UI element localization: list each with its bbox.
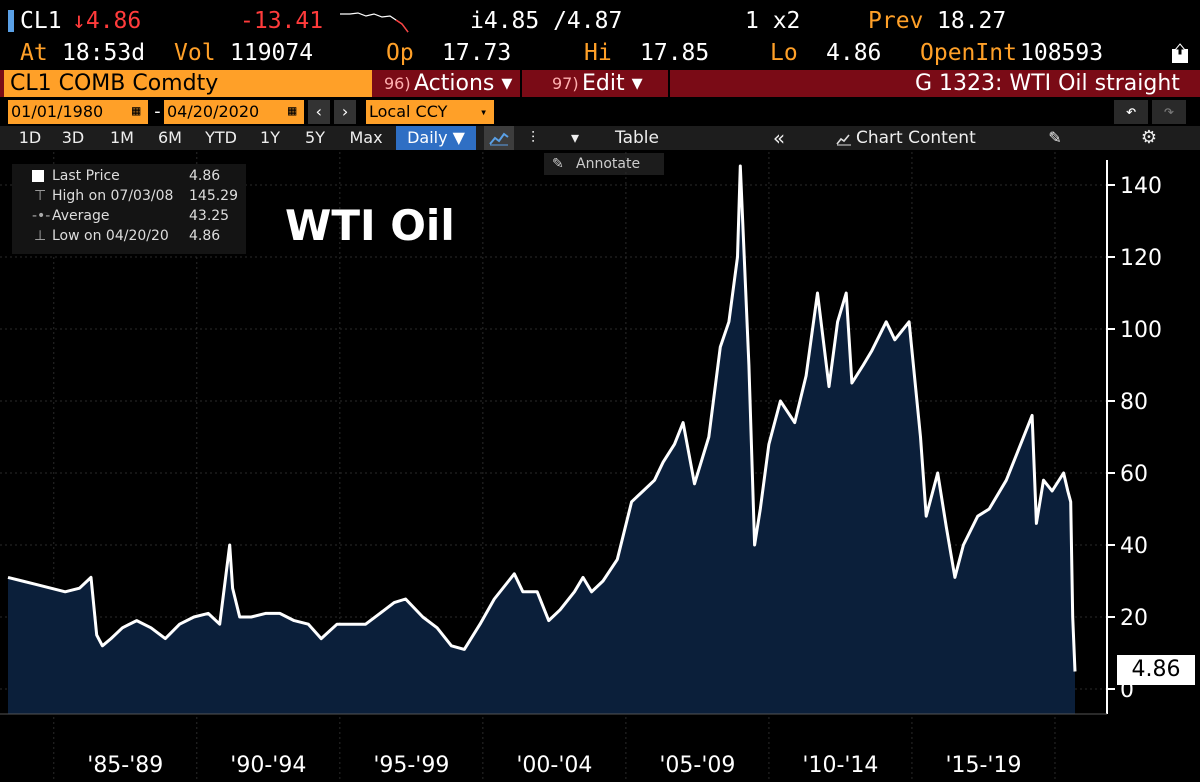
x-tick-labels: '85-'89 '90-'94 '95-'99 '00-'04 '05-'09 '10-'…	[87, 753, 1021, 778]
actions-menu[interactable]: Actions ▾	[414, 71, 513, 96]
y-tick-label: 120	[1120, 246, 1162, 271]
net-change: -13.41	[240, 8, 324, 34]
y-tick-label: 140	[1120, 174, 1162, 199]
chevron-down-icon[interactable]: ▾	[570, 128, 580, 147]
export-icon[interactable]	[1170, 43, 1190, 65]
x-tick-label: '10-'14	[802, 753, 878, 778]
range-3d[interactable]: 3D	[61, 128, 85, 147]
y-tick-label: 100	[1120, 318, 1162, 343]
chevron-down-icon: ▾	[480, 105, 488, 119]
vol-label: Vol	[174, 40, 216, 66]
chart-content-button[interactable]: Chart Content	[856, 128, 976, 148]
volume: 119074	[230, 40, 314, 66]
graph-title: G 1323: WTI Oil straight	[915, 71, 1180, 96]
frequency-select[interactable]: Daily ▼	[396, 126, 476, 150]
security-bar: CL1 COMB Comdty 96) Actions ▾ 97) Edit ▾…	[0, 70, 1200, 97]
prev-value: 18.27	[937, 8, 1007, 34]
last-price-swatch	[32, 170, 44, 182]
start-date-input[interactable]: 01/01/1980	[8, 100, 148, 124]
legend-low-value: 4.86	[189, 228, 221, 244]
quote-row-1: CL1 ↓4.86 -13.41 i4.85 /4.87 1 x2 Prev 1…	[0, 8, 1200, 36]
open-value: 17.73	[442, 40, 512, 66]
range-ytd[interactable]: YTD	[205, 128, 237, 147]
openint-label: OpenInt	[920, 40, 1017, 66]
legend-high-label: High on 07/03/08	[52, 188, 174, 204]
quote-row-2: At 18:53d Vol 119074 Op 17.73 Hi 17.85 L…	[0, 40, 1200, 68]
range-6m[interactable]: 6M	[158, 128, 182, 147]
low-marker-icon: ⊥	[34, 228, 47, 244]
legend-low-label: Low on 04/20/20	[52, 228, 169, 244]
high-label: Hi	[584, 40, 612, 66]
last-price: ↓4.86	[72, 8, 142, 34]
annotate-label: Annotate	[576, 156, 641, 172]
currency-select[interactable]: Local CCY	[366, 100, 494, 124]
edit-menu[interactable]: Edit ▾	[582, 71, 643, 96]
time: 18:53d	[62, 40, 146, 66]
sparkline-icon	[340, 12, 409, 33]
collapse-icon[interactable]: «	[772, 126, 786, 150]
x-tick-label: '15-'19	[945, 753, 1021, 778]
y-tick-label: 40	[1120, 534, 1148, 559]
open-label: Op	[386, 40, 414, 66]
legend: Last Price 4.86 ⊤ High on 07/03/08 145.2…	[12, 164, 246, 254]
legend-last-label: Last Price	[52, 168, 120, 184]
security-field[interactable]: CL1 COMB Comdty	[4, 70, 372, 97]
prev-label: Prev	[868, 8, 924, 34]
legend-average-value: 43.25	[189, 208, 230, 224]
x-tick-label: '90-'94	[230, 753, 306, 778]
y-tick-label: 80	[1120, 390, 1148, 415]
range-max[interactable]: Max	[349, 128, 383, 147]
calendar-icon[interactable]: ▦	[288, 103, 297, 119]
undo-button[interactable]: ↶	[1114, 100, 1148, 124]
range-1m[interactable]: 1M	[110, 128, 134, 147]
annotate-button[interactable]: ✎ Annotate	[544, 153, 664, 175]
openint-value: 108593	[1020, 40, 1104, 66]
x-tick-label: '05-'09	[659, 753, 735, 778]
ticker-marker	[8, 10, 14, 32]
date-separator: -	[152, 101, 163, 122]
low-value: 4.86	[826, 40, 882, 66]
edit-icon[interactable]: ✎	[1048, 128, 1062, 147]
ticker[interactable]: CL1	[20, 8, 62, 34]
bar-chart-icon[interactable]: ⫶	[530, 128, 535, 147]
x-tick-label: '00-'04	[516, 753, 592, 778]
bid-ask: i4.85 /4.87	[470, 8, 623, 34]
price-line	[7, 164, 1077, 672]
actions-number: 96)	[384, 74, 411, 93]
date-range-bar: 01/01/1980 ▦ - 04/20/2020 ▦ ‹ › Local CC…	[0, 100, 1200, 124]
x-tick-label: '95-'99	[373, 753, 449, 778]
legend-average-label: Average	[52, 208, 110, 224]
range-1y[interactable]: 1Y	[260, 128, 280, 147]
legend-last-value: 4.86	[189, 168, 221, 184]
y-tick-label: 60	[1120, 462, 1148, 487]
x-tick-label: '85-'89	[87, 753, 163, 778]
average-marker-icon: -•-	[32, 208, 51, 224]
line-chart-icon[interactable]	[484, 126, 514, 150]
range-5y[interactable]: 5Y	[305, 128, 325, 147]
high-marker-icon: ⊤	[34, 188, 47, 204]
table-button[interactable]: Table	[615, 128, 659, 148]
gear-icon[interactable]: ⚙	[1140, 127, 1158, 148]
at-label: At	[20, 40, 48, 66]
legend-high-value: 145.29	[189, 188, 238, 204]
range-1d[interactable]: 1D	[18, 128, 42, 147]
redo-button[interactable]: ↷	[1152, 100, 1186, 124]
price-area	[8, 166, 1075, 714]
edit-number: 97)	[552, 74, 579, 93]
calendar-icon[interactable]: ▦	[132, 103, 141, 119]
chart-toolbar: 1D 3D 1M 6M YTD 1Y 5Y Max Daily ▼ ⫶ ▾ Ta…	[0, 126, 1200, 150]
pencil-icon: ✎	[552, 156, 564, 172]
high-value: 17.85	[640, 40, 710, 66]
chart-content-icon	[836, 131, 852, 146]
low-label: Lo	[770, 40, 798, 66]
chart-title: WTI Oil	[285, 201, 455, 250]
bid-ask-size: 1 x2	[745, 8, 801, 34]
next-period-button[interactable]: ›	[334, 100, 356, 124]
end-date-input[interactable]: 04/20/2020	[164, 100, 304, 124]
y-tick-label: 20	[1120, 606, 1148, 631]
prev-period-button[interactable]: ‹	[308, 100, 330, 124]
last-price-label: 4.86	[1117, 655, 1195, 685]
